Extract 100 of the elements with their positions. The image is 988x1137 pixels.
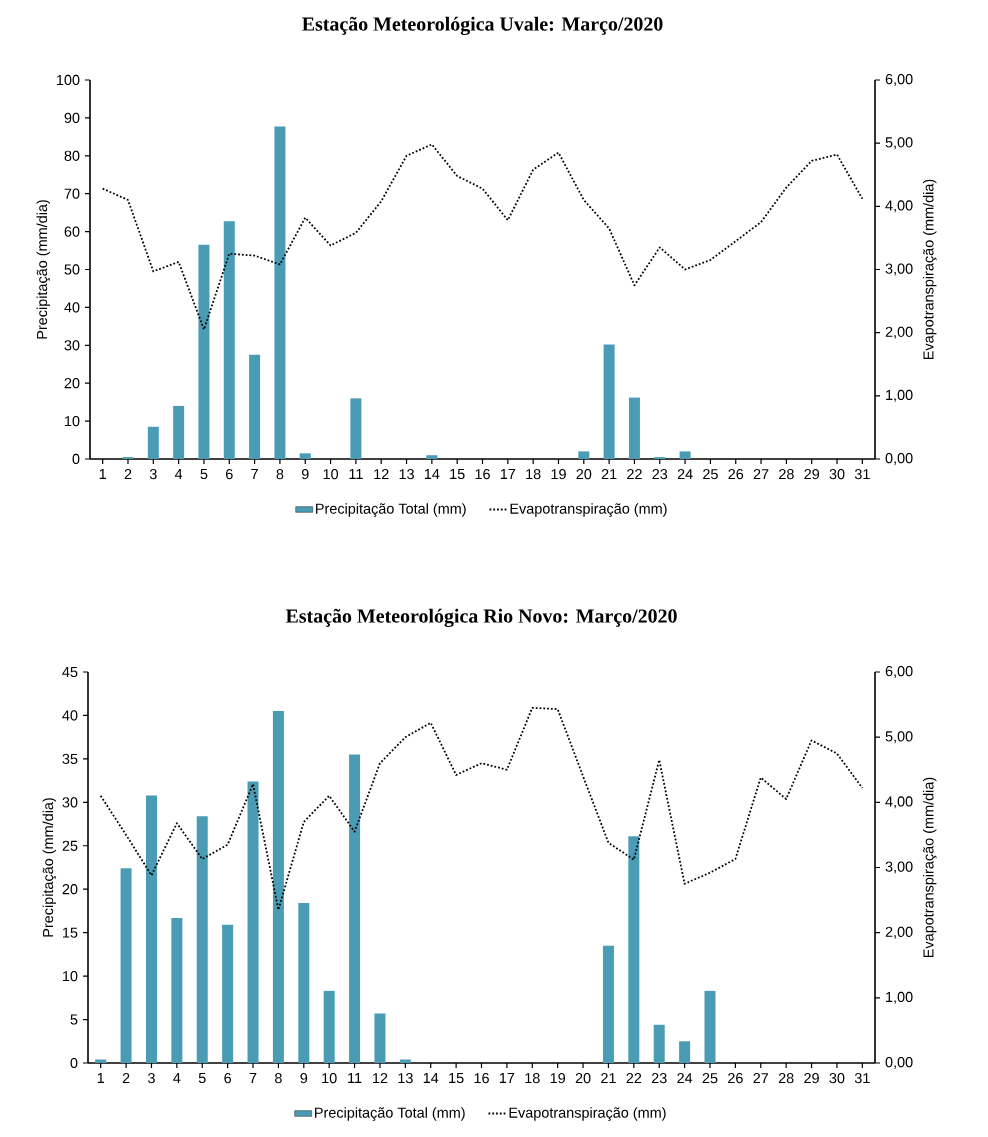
x-tick-label: 9: [301, 469, 309, 480]
x-tick-label: 25: [703, 469, 718, 480]
x-tick-label: 7: [249, 1073, 257, 1083]
x-tick-label: 24: [677, 469, 693, 480]
x-tick-label: 1: [99, 469, 106, 479]
x-tick-label: 25: [702, 1073, 718, 1084]
bar: [171, 917, 183, 1063]
x-tick-label: 30: [829, 1073, 845, 1084]
bar: [147, 426, 159, 459]
x-tick-label: 5: [200, 469, 208, 480]
bar: [222, 924, 234, 1063]
y-axis-title: Precipitação (mm/dia): [36, 200, 51, 339]
y-tick-label: 30: [64, 340, 80, 351]
x-tick-label: 30: [829, 469, 845, 480]
x-tick-label: 2: [124, 469, 132, 480]
y-tick-label: 0: [70, 1057, 78, 1069]
legend-label: Evapotranspiração (mm): [509, 1107, 666, 1121]
x-tick-label: 7: [251, 469, 258, 479]
bar: [628, 397, 640, 459]
y2-tick-label: 1,00: [886, 991, 913, 1004]
x-tick-label: 12: [373, 1073, 388, 1084]
chart-title: Estação Meteorológica Rio Novo: Março/2020: [285, 608, 677, 627]
x-tick-label: 19: [550, 1073, 566, 1084]
x-tick-label: 31: [854, 1073, 870, 1084]
x-tick-label: 23: [652, 469, 668, 480]
x-tick-label: 31: [854, 469, 870, 480]
x-tick-label: 16: [474, 1073, 489, 1084]
x-tick-label: 27: [753, 469, 769, 480]
bar: [679, 1041, 691, 1063]
x-tick-label: 27: [753, 1073, 769, 1084]
y-tick-label: 10: [65, 415, 80, 427]
y2-tick-label: 4,00: [885, 796, 913, 809]
y-tick-label: 60: [64, 226, 80, 237]
x-tick-label: 23: [651, 1073, 667, 1084]
y2-axis-title: Evapotranspiração (mm/dia): [922, 777, 937, 958]
bar: [247, 781, 259, 1063]
chart-title: Estação Meteorológica Uvale: Março/2020: [302, 16, 663, 35]
x-tick-label: 12: [374, 469, 389, 480]
x-tick-label: 10: [322, 1073, 337, 1084]
x-tick-label: 29: [804, 469, 820, 480]
y2-tick-label: 3,00: [885, 263, 913, 276]
y-tick-label: 30: [62, 797, 78, 808]
bar: [198, 244, 210, 459]
bar: [272, 711, 284, 1063]
y-tick-label: 10: [63, 970, 78, 982]
y-tick-label: 40: [62, 710, 78, 721]
x-tick-label: 21: [601, 1073, 616, 1084]
x-tick-label: 15: [449, 1073, 464, 1084]
line-series: [101, 143, 864, 331]
x-tick-label: 4: [174, 469, 183, 479]
y2-tick-label: 0,00: [885, 1057, 913, 1069]
x-tick-label: 16: [475, 469, 490, 480]
y-tick-label: 70: [64, 188, 80, 199]
x-tick-label: 28: [778, 1073, 794, 1084]
x-tick-label: 17: [499, 1073, 515, 1083]
bar: [374, 1013, 386, 1063]
bar: [679, 451, 691, 459]
bar: [298, 903, 310, 1063]
y2-tick-label: 0,00: [885, 453, 913, 465]
y-tick-label: 45: [62, 666, 78, 678]
legend-label: Precipitação Total (mm): [315, 1107, 465, 1121]
x-tick-label: 11: [349, 469, 363, 479]
x-tick-label: 13: [398, 1073, 413, 1084]
y-tick-label: 15: [63, 927, 78, 938]
x-tick-label: 14: [423, 1073, 439, 1083]
x-tick-label: 29: [804, 1073, 819, 1084]
y2-tick-label: 6,00: [885, 666, 913, 678]
x-tick-label: 24: [677, 1073, 693, 1084]
y2-tick-label: 1,00: [886, 389, 913, 402]
bar: [653, 1024, 665, 1063]
bar: [349, 754, 361, 1063]
legend-label: Precipitação Total (mm): [316, 503, 466, 517]
x-tick-label: 17: [500, 469, 516, 479]
bar: [578, 451, 590, 459]
x-tick-label: 8: [275, 1073, 282, 1084]
x-tick-label: 22: [627, 469, 642, 480]
y-tick-label: 20: [62, 884, 78, 895]
x-tick-label: 11: [348, 1073, 362, 1083]
y2-tick-label: 5,00: [885, 731, 913, 744]
x-tick-label: 18: [526, 469, 541, 480]
y-tick-label: 80: [64, 150, 80, 161]
x-tick-label: 5: [198, 1073, 206, 1084]
x-tick-label: 3: [148, 1073, 155, 1084]
bar: [249, 354, 261, 459]
x-tick-label: 20: [576, 469, 592, 480]
y2-tick-label: 4,00: [885, 200, 913, 213]
x-tick-label: 14: [424, 469, 440, 479]
x-tick-label: 20: [575, 1073, 591, 1084]
bar: [426, 455, 438, 459]
y-tick-label: 100: [56, 74, 80, 86]
y-tick-label: 20: [64, 378, 80, 389]
bar: [602, 945, 614, 1063]
y2-tick-label: 6,00: [885, 74, 913, 86]
bar: [120, 868, 132, 1063]
x-tick-label: 22: [626, 1073, 642, 1084]
y-tick-label: 40: [64, 302, 80, 313]
x-tick-label: 19: [551, 469, 566, 480]
y-axis-title: Precipitação (mm/dia): [42, 798, 57, 937]
y-tick-label: 5: [70, 1014, 78, 1025]
y2-axis-title: Evapotranspiração (mm/dia): [922, 179, 937, 360]
